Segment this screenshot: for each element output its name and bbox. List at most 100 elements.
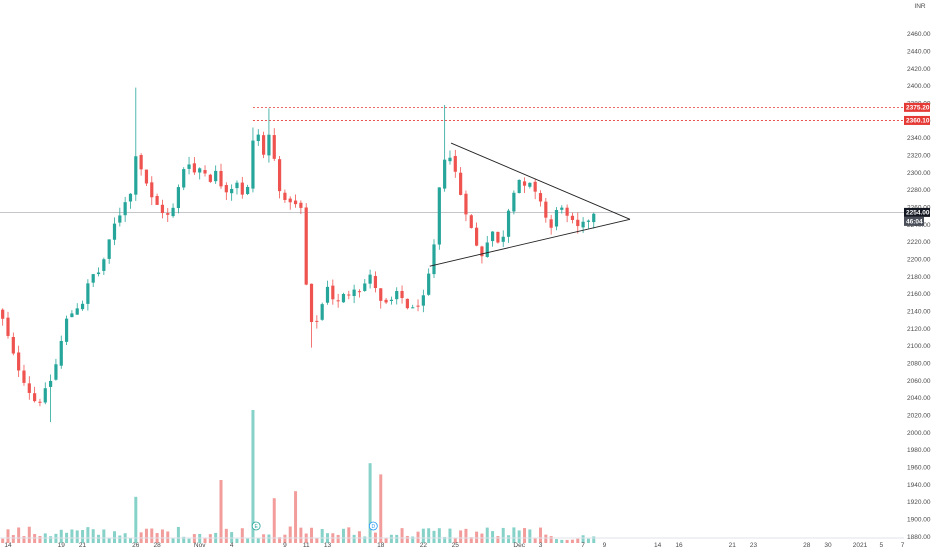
volume-bar-up (395, 534, 399, 543)
resistance-level-label: 2375.20 (906, 105, 930, 112)
candle-body-down (272, 135, 276, 159)
volume-bar-down (315, 537, 319, 543)
y-tick-label: 2220.00 (907, 239, 931, 246)
y-tick-label: 2160.00 (907, 291, 931, 298)
x-tick-label: 16 (675, 542, 683, 549)
x-tick-label: 26 (132, 542, 140, 549)
candle-body-up (506, 210, 511, 237)
candle-body-down (576, 219, 580, 227)
volume-bar-down (400, 528, 404, 543)
x-tick-label: 22 (420, 542, 428, 549)
candle-body-down (459, 172, 463, 195)
candle-body-down (464, 193, 468, 215)
x-tick-label: 13 (324, 542, 332, 549)
x-tick-label: 5 (879, 542, 883, 549)
y-tick-label: 2080.00 (907, 361, 931, 368)
volume-bar-up (176, 526, 180, 543)
volume-bar-up (134, 496, 138, 543)
dividend-icon[interactable]: D (368, 521, 378, 531)
candle-body-down (336, 300, 340, 302)
volume-bar-down (272, 498, 276, 543)
volume-bar-up (171, 538, 175, 543)
bar-countdown-badge (904, 216, 924, 226)
volume-bar-down (38, 535, 42, 543)
volume-bar-down (240, 528, 244, 543)
candle-body-down (17, 352, 21, 371)
candle-body-down (544, 201, 548, 218)
candles (1, 87, 596, 423)
volume-bar-down (576, 538, 580, 543)
resistance-level-label: 2360.10 (906, 118, 930, 125)
volume-bar-up (81, 529, 85, 543)
candle-body-down (347, 294, 351, 296)
volume-bar-down (288, 526, 292, 543)
y-tick-label: 2320.00 (907, 153, 931, 160)
volume-bar-up (448, 528, 452, 543)
volume-bar-down (17, 527, 21, 543)
candle-body-down (155, 196, 159, 205)
volume-bar-up (501, 527, 505, 543)
candle-body-up (70, 313, 74, 318)
volume-bar-down (496, 536, 500, 543)
volume-bar-down (22, 536, 26, 543)
candle-body-up (389, 299, 393, 301)
candle-body-down (139, 155, 143, 170)
volume-bar-down (357, 531, 361, 543)
volume-bar-up (485, 527, 489, 543)
candle-body-up (128, 193, 133, 202)
earnings-icon[interactable]: E (251, 521, 261, 531)
candle-body-down (416, 305, 420, 307)
candle-body-up (230, 188, 234, 194)
volume-bar-down (310, 527, 314, 543)
candle-body-down (522, 181, 527, 186)
candle-body-up (54, 364, 58, 380)
y-tick-label: 1960.00 (907, 465, 931, 472)
candle-body-down (331, 285, 335, 300)
candle-body-up (64, 318, 69, 342)
candle-body-down (309, 283, 314, 322)
candle-body-up (448, 157, 452, 162)
candle-body-up (411, 307, 415, 309)
triangle-drawing[interactable] (429, 142, 631, 267)
volume-bar-down (544, 534, 548, 543)
time-axis[interactable]: 14 19 21 26 28 Nov 4 9 11 13 18 22 25 Dec 3 7 9 14 16 21 23 2… (0, 537, 905, 549)
volume-bar-up (507, 535, 511, 543)
candle-body-down (240, 182, 244, 195)
resistance-level-badge (904, 102, 930, 112)
candle-body-down (480, 246, 484, 257)
volume-bar-down (539, 527, 542, 543)
volume-bar-down (166, 531, 170, 543)
volume-bar-down (283, 534, 287, 543)
volume-bar-down (11, 535, 15, 543)
price-axis[interactable]: INR 2460.002440.002420.002400.002380.002… (904, 0, 932, 550)
volume-bar-down (1, 538, 5, 543)
volume-bar-down (459, 530, 463, 543)
volume-bar-up (59, 529, 63, 543)
y-tick-label: 2120.00 (907, 326, 931, 333)
candle-body-down (315, 320, 319, 322)
candle-body-up (246, 186, 250, 194)
volume-bar-up (118, 535, 122, 543)
volume-bar-up (421, 528, 425, 543)
candle-body-up (490, 231, 495, 242)
candle-body-down (384, 299, 388, 303)
x-tick-label: 21 (729, 542, 737, 549)
candle-body-up (182, 169, 186, 188)
candle-body-down (262, 135, 266, 155)
volume-bar-up (443, 536, 447, 543)
plot-background (0, 0, 904, 538)
currency-label: INR (914, 3, 926, 10)
candle-body-down (38, 401, 42, 403)
candle-body-down (1, 309, 5, 319)
volume-bar-up (86, 527, 90, 543)
candle-body-up (395, 291, 399, 300)
candle-body-up (512, 192, 516, 212)
candle-body-up (528, 182, 532, 187)
candle-body-down (533, 181, 537, 192)
candle-body-up (437, 187, 441, 245)
volume-bar-up (113, 531, 116, 543)
candle-body-down (400, 290, 404, 299)
